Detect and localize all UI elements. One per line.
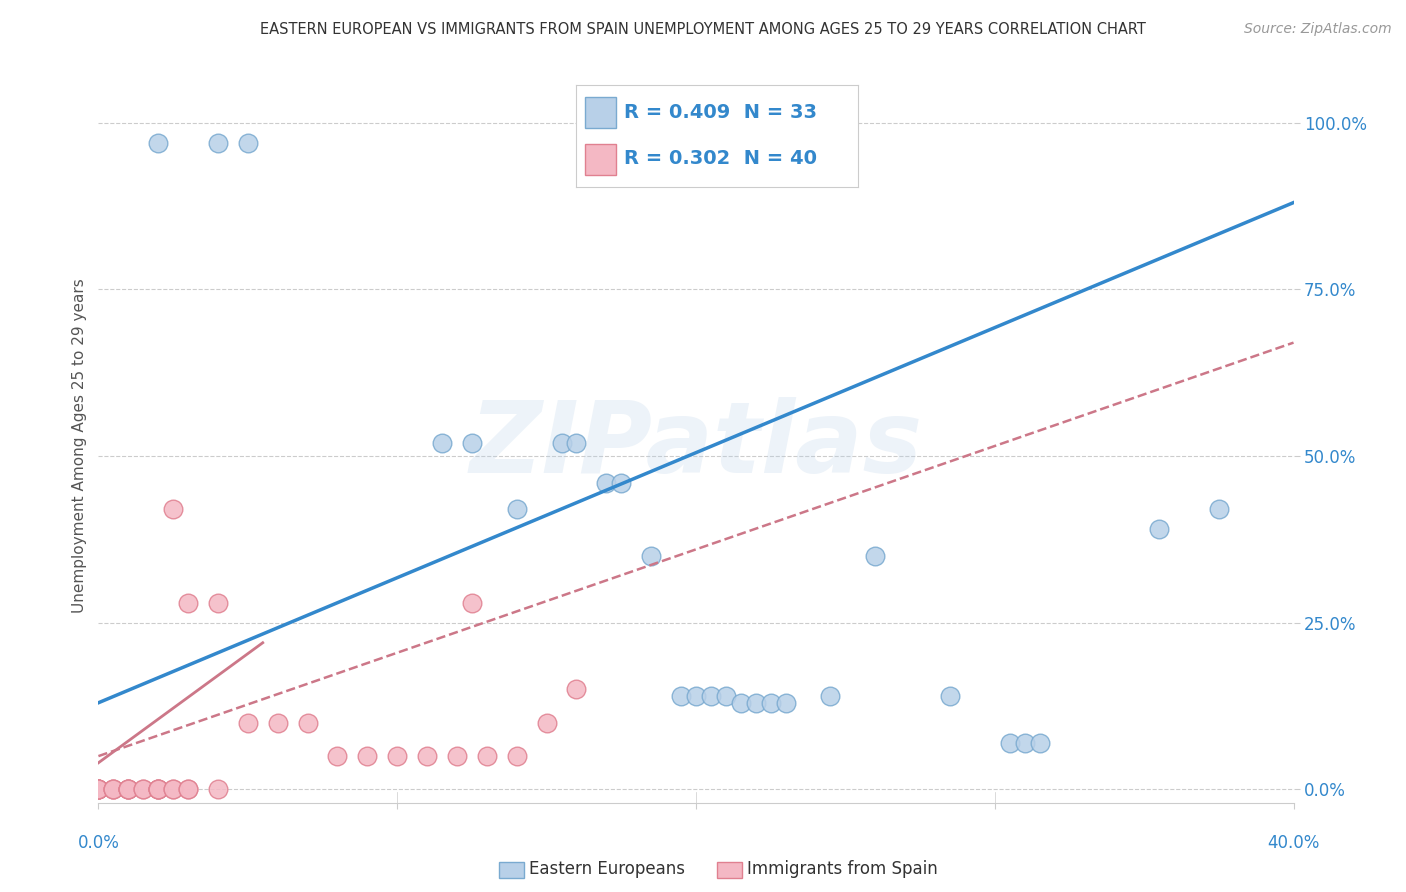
Text: Immigrants from Spain: Immigrants from Spain xyxy=(747,860,938,878)
Point xyxy=(162,502,184,516)
Point xyxy=(297,715,319,730)
Point xyxy=(461,596,484,610)
Point xyxy=(87,782,110,797)
Point xyxy=(416,749,439,764)
Point xyxy=(669,689,692,703)
Point xyxy=(132,782,155,797)
Point xyxy=(148,782,170,797)
Point xyxy=(87,782,110,797)
Point xyxy=(103,782,125,797)
Point xyxy=(640,549,662,563)
Point xyxy=(461,435,484,450)
Point xyxy=(236,136,259,150)
Point xyxy=(177,782,200,797)
Point xyxy=(446,749,468,764)
Point xyxy=(506,502,529,516)
Text: EASTERN EUROPEAN VS IMMIGRANTS FROM SPAIN UNEMPLOYMENT AMONG AGES 25 TO 29 YEARS: EASTERN EUROPEAN VS IMMIGRANTS FROM SPAI… xyxy=(260,22,1146,37)
Point xyxy=(820,689,842,703)
Point xyxy=(87,782,110,797)
Point xyxy=(148,136,170,150)
Text: 40.0%: 40.0% xyxy=(1267,834,1320,852)
Bar xyxy=(585,97,616,128)
Point xyxy=(117,782,139,797)
Point xyxy=(177,596,200,610)
Point xyxy=(550,435,572,450)
Point xyxy=(1208,502,1230,516)
Text: R = 0.409  N = 33: R = 0.409 N = 33 xyxy=(624,103,817,122)
Point xyxy=(1014,736,1036,750)
Point xyxy=(87,782,110,797)
Point xyxy=(148,782,170,797)
Point xyxy=(1028,736,1050,750)
Point xyxy=(356,749,378,764)
Point xyxy=(714,689,737,703)
Point xyxy=(207,136,229,150)
Point xyxy=(87,782,110,797)
Point xyxy=(745,696,768,710)
Point xyxy=(730,696,752,710)
Text: Source: ZipAtlas.com: Source: ZipAtlas.com xyxy=(1244,22,1392,37)
Point xyxy=(865,549,887,563)
Point xyxy=(103,782,125,797)
Bar xyxy=(585,145,616,175)
Point xyxy=(117,782,139,797)
Point xyxy=(759,696,782,710)
Point xyxy=(267,715,290,730)
Point xyxy=(475,749,498,764)
Point xyxy=(148,782,170,797)
Text: Eastern Europeans: Eastern Europeans xyxy=(529,860,685,878)
Text: R = 0.302  N = 40: R = 0.302 N = 40 xyxy=(624,149,817,168)
Point xyxy=(162,782,184,797)
Point xyxy=(939,689,962,703)
Point xyxy=(565,682,588,697)
Point xyxy=(536,715,558,730)
Point xyxy=(610,475,633,490)
Text: 0.0%: 0.0% xyxy=(77,834,120,852)
Point xyxy=(87,782,110,797)
Point xyxy=(207,596,229,610)
Point xyxy=(207,782,229,797)
Point xyxy=(148,782,170,797)
Point xyxy=(595,475,617,490)
Point xyxy=(177,782,200,797)
Point xyxy=(117,782,139,797)
Point xyxy=(236,715,259,730)
Point xyxy=(326,749,349,764)
Point xyxy=(700,689,723,703)
Point xyxy=(103,782,125,797)
Point xyxy=(385,749,409,764)
Y-axis label: Unemployment Among Ages 25 to 29 years: Unemployment Among Ages 25 to 29 years xyxy=(72,278,87,614)
Point xyxy=(998,736,1021,750)
Point xyxy=(685,689,707,703)
Point xyxy=(430,435,453,450)
Point xyxy=(775,696,797,710)
Point xyxy=(117,782,139,797)
Point xyxy=(1147,522,1170,536)
Point xyxy=(132,782,155,797)
Point xyxy=(565,435,588,450)
Point xyxy=(162,782,184,797)
Point xyxy=(506,749,529,764)
Text: ZIPatlas: ZIPatlas xyxy=(470,398,922,494)
